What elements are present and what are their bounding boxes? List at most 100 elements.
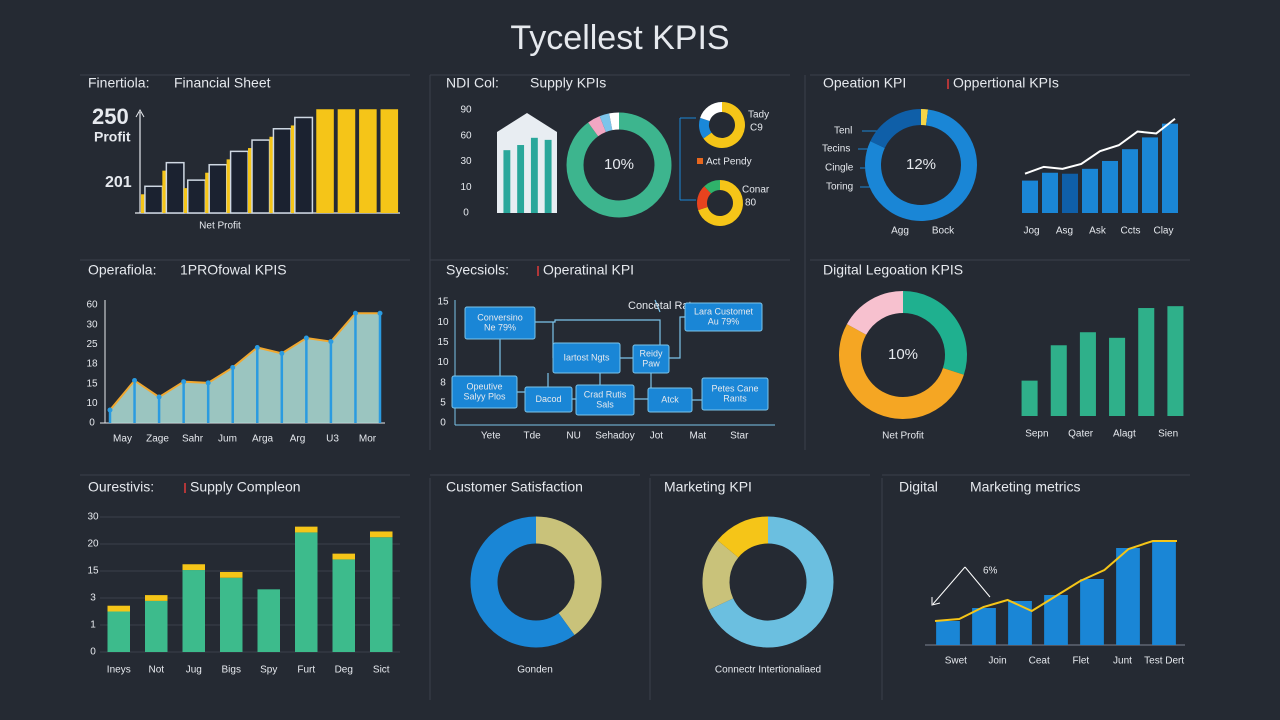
bar-shadow (140, 194, 145, 213)
bar (1167, 306, 1184, 416)
x-tick-label: Alagt (1113, 429, 1136, 440)
bar (1021, 380, 1038, 416)
bar (1022, 180, 1038, 213)
donut-label: Toring (826, 182, 853, 193)
flow-node-label: Sals (596, 399, 614, 409)
flow-node-label: Au 79% (708, 316, 740, 326)
bar-segment (295, 532, 318, 652)
x-tick-label: Spy (260, 665, 277, 676)
panel-header: Operatinal KPI (543, 262, 634, 278)
x-axis-label: Gonden (517, 665, 553, 676)
bar-segment (370, 537, 393, 652)
x-tick-label: Jug (186, 665, 202, 676)
donut-segment (846, 291, 904, 336)
legend-swatch (697, 158, 703, 164)
x-tick-label: Ceat (1029, 656, 1050, 667)
donut-segment (699, 117, 712, 139)
bar (544, 139, 552, 213)
x-tick-label: Flet (1072, 656, 1089, 667)
bar (503, 150, 511, 213)
y-tick-label: 30 (86, 319, 98, 330)
bar (1138, 308, 1155, 416)
x-tick-label: Ineys (107, 665, 131, 676)
annotation: Profit (94, 129, 131, 145)
bar (294, 116, 314, 214)
bar-shadow (290, 125, 295, 213)
y-tick-label: 30 (460, 156, 472, 167)
flow-node (647, 387, 693, 413)
bar-segment (332, 553, 355, 560)
x-tick-label: NU (566, 431, 580, 442)
panel-header: Digital Legoation KPIS (823, 262, 963, 278)
flow-node-label: Ne 79% (484, 322, 516, 332)
bar-segment (182, 570, 205, 652)
y-tick-label: 1 (90, 620, 96, 631)
flow-node-label: Crad Rutis (584, 389, 627, 399)
x-tick-label: Qater (1068, 429, 1094, 440)
bar (1042, 172, 1058, 213)
bar (1162, 123, 1178, 213)
x-tick-label: Furt (297, 665, 315, 676)
donut-label: Tenl (834, 126, 852, 137)
x-tick-label: Mat (690, 431, 707, 442)
y-tick-label: 3 (90, 593, 96, 604)
flow-node (575, 384, 635, 416)
panel-header: Syecsiols: (446, 262, 509, 278)
flow-node-label: Dacod (535, 394, 561, 404)
bar-segment (145, 600, 168, 652)
x-tick-label: Ccts (1121, 226, 1141, 237)
bar (359, 109, 377, 213)
bar (1079, 332, 1096, 416)
x-axis-label: Net Profit (882, 431, 924, 442)
point (377, 310, 383, 316)
bar-segment (257, 589, 280, 652)
x-tick-label: U3 (326, 434, 339, 445)
panel-header: NDI Col: (446, 75, 499, 91)
y-tick-label: 10 (460, 182, 472, 193)
y-tick-label: 90 (460, 105, 472, 116)
bar (337, 109, 356, 213)
donut-label: Agg (891, 226, 909, 237)
bar (380, 109, 399, 213)
y-tick-label: 15 (86, 378, 98, 389)
point (254, 344, 260, 350)
y-tick-label: 10 (86, 398, 98, 409)
y-tick-label: 0 (440, 418, 446, 429)
x-tick-label: Ask (1089, 226, 1107, 237)
y-tick-label: 0 (89, 418, 95, 429)
x-axis-label: Connectr Intertionaliaed (715, 665, 821, 676)
donut-segment (702, 540, 739, 610)
donut-segment (865, 109, 977, 221)
bar (1082, 168, 1098, 213)
donut-segment (535, 516, 602, 635)
bar (1142, 137, 1158, 213)
donut-label: Bock (932, 226, 955, 237)
bar (272, 128, 292, 214)
bar (316, 109, 334, 213)
x-tick-label: Asg (1056, 226, 1073, 237)
bar (972, 608, 996, 645)
donut-segment (870, 109, 922, 149)
x-axis-label: Net Profit (199, 221, 241, 232)
donut-segment (599, 113, 613, 133)
point (303, 335, 309, 341)
bar-segment (107, 605, 130, 612)
dashboard-title: Tycellest KPIS (510, 19, 729, 57)
flow-node-label: Iartost Ngts (563, 352, 610, 362)
donut-label: 80 (745, 198, 757, 209)
y-tick-label: 60 (86, 300, 98, 311)
line (934, 540, 1177, 622)
x-tick-label: Jot (650, 431, 664, 442)
bar (517, 145, 525, 213)
point (352, 310, 358, 316)
x-tick-label: Junt (1113, 656, 1132, 667)
x-tick-label: Zage (146, 434, 169, 445)
panel-header: Opeation KPI (823, 75, 906, 91)
bar (530, 137, 538, 213)
x-tick-label: Sehadoy (595, 431, 634, 442)
bar-shadow (205, 172, 210, 213)
area (110, 313, 380, 423)
y-tick-label: 10 (437, 357, 449, 368)
y-tick-label: 0 (90, 647, 96, 658)
